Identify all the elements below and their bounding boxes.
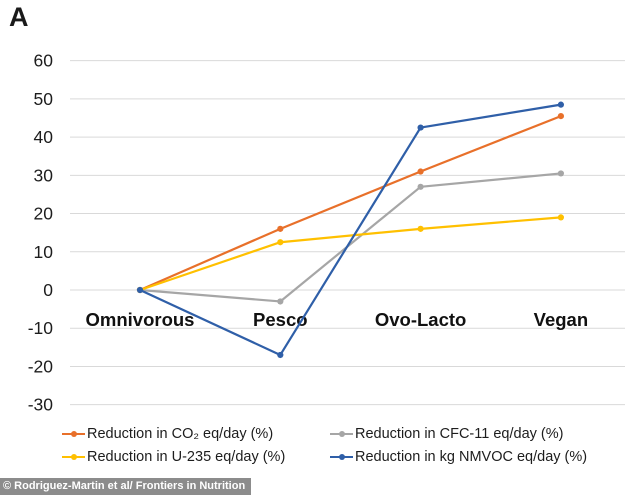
y-tick-label: 60 (34, 51, 54, 71)
data-point-marker (277, 351, 284, 359)
data-point-marker (136, 286, 144, 294)
data-point-marker (557, 214, 565, 221)
legend-marker-icon (62, 454, 85, 460)
data-point-marker (557, 170, 565, 177)
legend-item: Reduction in U-235 eq/day (%) (62, 449, 330, 465)
chart-legend: Reduction in CO₂ eq/day (%) Reduction in … (62, 426, 602, 465)
legend-marker-icon (330, 454, 353, 460)
series-line (139, 216, 561, 292)
y-tick-label: -20 (28, 356, 54, 376)
legend-marker-icon (62, 431, 85, 437)
legend-marker-icon (330, 431, 353, 437)
x-category-label: Omnivorous (86, 309, 195, 330)
x-category-label: Vegan (534, 309, 589, 330)
data-point-marker (277, 239, 284, 246)
legend-label: Reduction in U-235 eq/day (%) (87, 449, 286, 465)
legend-item: Reduction in kg NMVOC eq/day (%) (330, 449, 602, 465)
x-category-label: Pesco (253, 309, 308, 330)
y-tick-label: 0 (43, 280, 53, 300)
y-tick-label: 20 (34, 204, 54, 224)
legend-marker-dot-icon (70, 454, 77, 460)
y-tick-label: 50 (34, 89, 54, 109)
data-point-marker (417, 183, 424, 190)
line-chart: 60 50 40 30 20 10 0 -10 -20 -30 Omnivorous Pesco Ovo… (28, 51, 625, 415)
data-point-marker (417, 124, 424, 131)
y-tick-label: -10 (28, 318, 54, 338)
data-point-marker (557, 112, 565, 120)
x-category-label: Ovo-Lacto (375, 309, 466, 330)
panel-label: A (9, 2, 29, 32)
data-point-marker (277, 225, 284, 232)
legend-label: Reduction in CFC-11 eq/day (%) (355, 426, 564, 442)
series-line (139, 115, 562, 292)
series-line (139, 103, 562, 357)
data-point-marker (277, 298, 284, 305)
data-point-marker (417, 225, 424, 232)
series-line (139, 172, 562, 303)
legend-marker-dot-icon (338, 454, 345, 460)
legend-item: Reduction in CFC-11 eq/day (%) (330, 426, 602, 442)
legend-marker-dot-icon (70, 431, 77, 437)
attribution-bar: © Rodriguez-Martin et al/ Frontiers in N… (0, 478, 252, 495)
data-point-marker (557, 101, 565, 108)
legend-label: Reduction in kg NMVOC eq/day (%) (355, 449, 588, 465)
y-tick-label: -30 (28, 395, 54, 415)
legend-label: Reduction in CO₂ eq/day (%) (87, 426, 274, 442)
legend-item: Reduction in CO₂ eq/day (%) (62, 426, 330, 442)
legend-marker-dot-icon (338, 431, 345, 437)
y-tick-label: 10 (34, 242, 54, 262)
data-point-marker (417, 168, 424, 175)
y-tick-label: 40 (34, 127, 54, 147)
y-tick-label: 30 (34, 165, 54, 185)
